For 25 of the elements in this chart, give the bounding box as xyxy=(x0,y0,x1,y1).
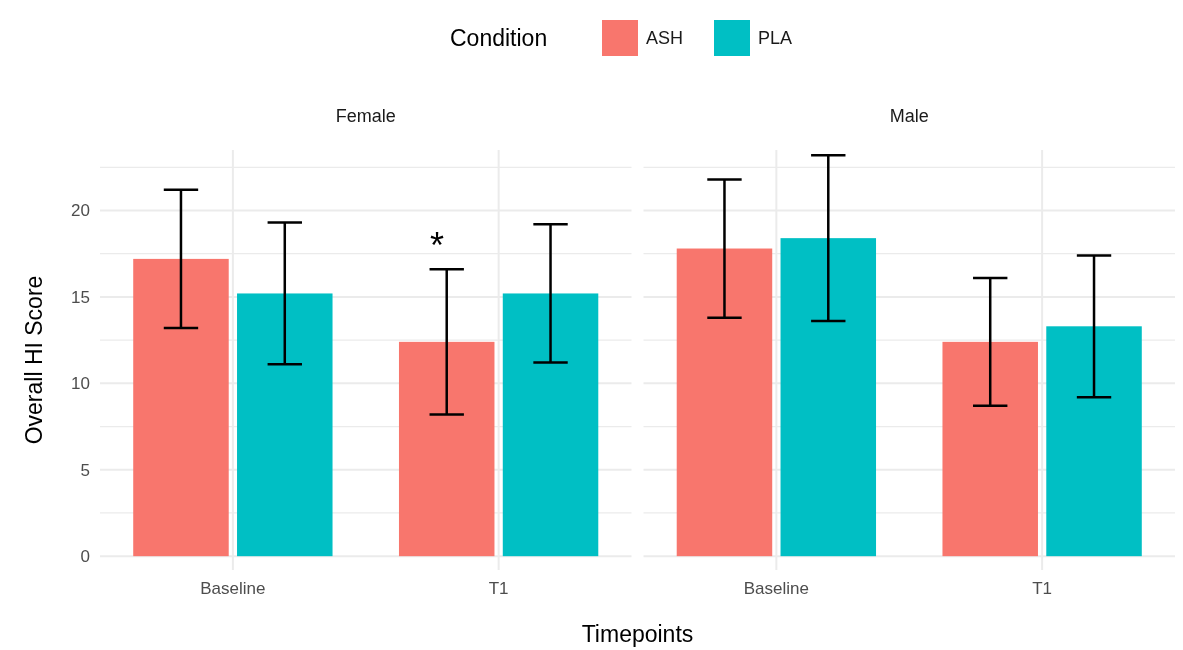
bar xyxy=(398,341,495,557)
annotation: * xyxy=(429,225,445,266)
x-tick-label: T1 xyxy=(1032,579,1053,598)
legend-label: PLA xyxy=(758,28,793,49)
bar xyxy=(502,293,599,557)
y-tick-label: 10 xyxy=(71,374,90,394)
y-tick-label: 0 xyxy=(80,547,90,567)
legend-label: ASH xyxy=(646,28,684,49)
chart-title: Female xyxy=(335,106,396,126)
x-axis-title: Timepoints xyxy=(581,621,694,647)
legend-title: Condition xyxy=(450,25,548,52)
y-axis-title: Overall HI Score xyxy=(21,275,47,445)
x-tick-label: T1 xyxy=(488,579,509,598)
x-tick-label: Baseline xyxy=(200,579,266,598)
y-tick-label: 15 xyxy=(71,287,90,307)
x-tick-label: Baseline xyxy=(743,579,809,598)
bar xyxy=(237,293,333,557)
y-tick-label: 20 xyxy=(71,201,90,221)
bar xyxy=(942,341,1038,557)
y-tick-label: 5 xyxy=(80,460,90,480)
chart-title: Male xyxy=(889,106,929,126)
bar xyxy=(133,258,229,557)
bar xyxy=(780,238,877,557)
bar xyxy=(1046,326,1142,557)
bar xyxy=(676,248,773,557)
